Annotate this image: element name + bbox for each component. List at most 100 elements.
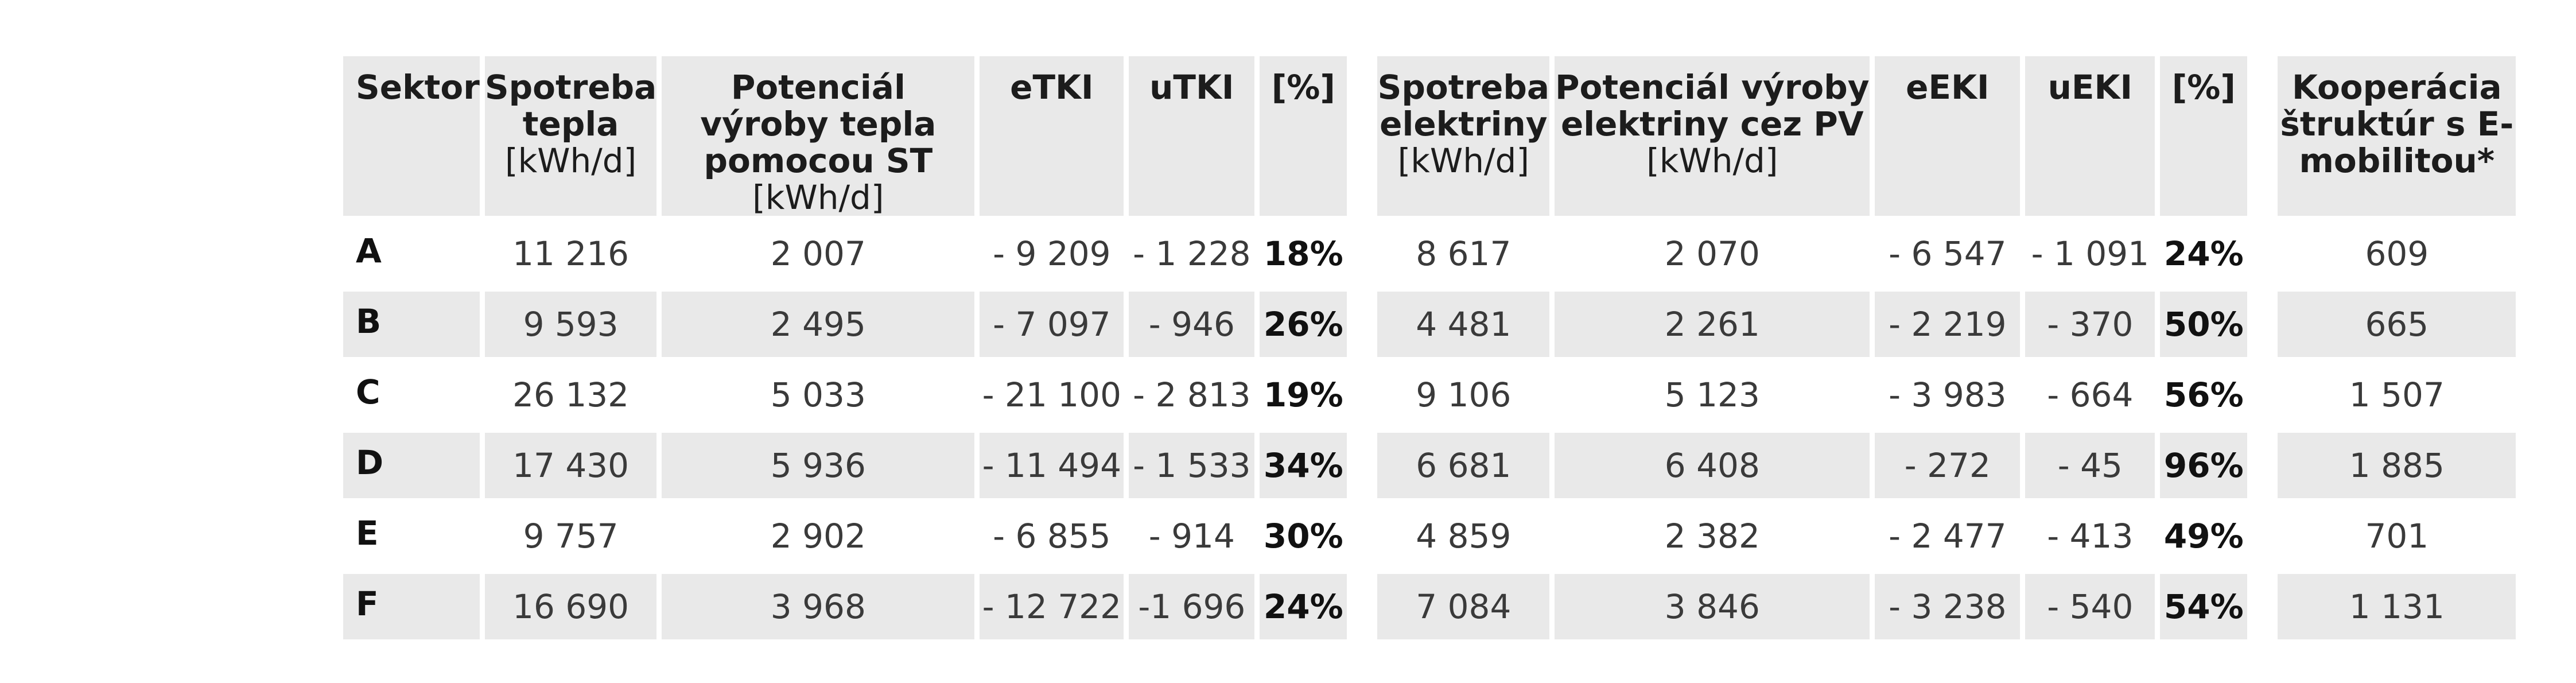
cell-pct-heat: 30% <box>1263 517 1343 556</box>
cell-kooperacia: 1 885 <box>2278 433 2516 498</box>
cell-sektor: E <box>356 514 379 553</box>
cell-sektor: F <box>343 574 480 639</box>
header-utki: uTKI <box>1129 56 1255 216</box>
cell-kooperacia: 1 131 <box>2278 574 2516 639</box>
cell-utki: - 1 228 <box>1133 234 1251 273</box>
header-sektor: Sektor <box>343 56 480 216</box>
column-gap <box>1352 574 1372 639</box>
cell-sektor: A <box>356 231 382 270</box>
column-gap <box>2252 574 2272 639</box>
cell-kooperacia: 609 <box>2365 234 2429 273</box>
column-gap <box>1352 56 1372 216</box>
cell-potencial-st: 5 033 <box>770 375 866 414</box>
cell-ueki: - 540 <box>2025 574 2155 639</box>
cell-pct-heat: 26% <box>1260 292 1347 357</box>
cell-pct-electricity: 49% <box>2163 517 2244 556</box>
column-gap <box>1352 433 1372 498</box>
cell-eeki: - 272 <box>1875 433 2021 498</box>
cell-eeki: - 3 238 <box>1875 574 2021 639</box>
cell-spotreba-elektriny: 4 481 <box>1377 292 1550 357</box>
column-gap <box>2252 56 2272 216</box>
header-etki: eTKI <box>980 56 1124 216</box>
cell-pct-electricity: 54% <box>2160 574 2248 639</box>
header-spotreba-elektriny: Spotreba elektriny [kWh/d] <box>1377 56 1550 216</box>
cell-spotreba-elektriny: 4 859 <box>1416 517 1512 556</box>
cell-ueki: - 45 <box>2025 433 2155 498</box>
header-potencial-st: Potenciál výroby tepla pomocou ST [kWh/d… <box>662 56 975 216</box>
cell-spotreba-elektriny: 9 106 <box>1416 375 1512 414</box>
cell-sektor: C <box>356 372 380 412</box>
column-gap <box>2252 433 2272 498</box>
cell-potencial-pv: 3 846 <box>1555 574 1870 639</box>
cell-potencial-st: 2 007 <box>770 234 866 273</box>
cell-pct-heat: 24% <box>1260 574 1347 639</box>
cell-utki: - 2 813 <box>1133 375 1251 414</box>
cell-etki: - 11 494 <box>980 433 1124 498</box>
cell-etki: - 9 209 <box>993 234 1111 273</box>
table-row: F 16 690 3 968- 12 722 -1 696 24% 7 084 3 846-… <box>343 574 2516 639</box>
column-gap <box>2252 503 2272 569</box>
cell-potencial-st: 2 902 <box>770 517 866 556</box>
cell-pct-electricity: 96% <box>2160 433 2248 498</box>
cell-ueki: - 1 091 <box>2031 234 2150 273</box>
cell-etki: - 6 855 <box>993 517 1111 556</box>
header-row: Sektor Spotreba tepla [kWh/d] Potenciál … <box>343 56 2516 216</box>
cell-etki: - 7 097 <box>980 292 1124 357</box>
column-gap <box>1352 221 1372 286</box>
cell-ueki: - 413 <box>2047 517 2134 556</box>
cell-spotreba-tepla: 26 132 <box>512 375 630 414</box>
cell-pct-heat: 34% <box>1260 433 1347 498</box>
cell-ueki: - 370 <box>2025 292 2155 357</box>
cell-kooperacia: 1 507 <box>2349 375 2445 414</box>
cell-utki: - 914 <box>1148 517 1235 556</box>
cell-kooperacia: 701 <box>2365 517 2429 556</box>
cell-spotreba-tepla: 16 690 <box>484 574 657 639</box>
cell-eeki: - 2 219 <box>1875 292 2021 357</box>
table-row: A 11 216 2 007 - 9 209 - 1 228 18% 8 617 2 070 -… <box>343 221 2516 286</box>
column-gap <box>2252 221 2272 286</box>
table-row: D 17 430 5 936- 11 494- 1 533 34% 6 681 6 408… <box>343 433 2516 498</box>
cell-potencial-st: 5 936 <box>662 433 975 498</box>
cell-pct-electricity: 56% <box>2163 375 2244 414</box>
header-spotreba-tepla: Spotreba tepla [kWh/d] <box>484 56 657 216</box>
column-gap <box>1352 292 1372 357</box>
cell-etki: - 12 722 <box>980 574 1124 639</box>
cell-eeki: - 6 547 <box>1889 234 2007 273</box>
cell-potencial-pv: 5 123 <box>1664 375 1760 414</box>
cell-spotreba-elektriny: 7 084 <box>1377 574 1550 639</box>
cell-potencial-pv: 2 261 <box>1555 292 1870 357</box>
cell-spotreba-tepla: 9 757 <box>523 517 619 556</box>
column-gap <box>1352 503 1372 569</box>
header-pct-heat: [%] <box>1260 56 1347 216</box>
cell-utki: - 1 533 <box>1129 433 1255 498</box>
cell-pct-heat: 19% <box>1263 375 1343 414</box>
cell-sektor: D <box>343 433 480 498</box>
cell-potencial-st: 3 968 <box>662 574 975 639</box>
cell-potencial-pv: 6 408 <box>1555 433 1870 498</box>
cell-utki: - 946 <box>1129 292 1255 357</box>
header-eeki: eEKI <box>1875 56 2021 216</box>
cell-potencial-pv: 2 070 <box>1664 234 1760 273</box>
column-gap <box>2252 292 2272 357</box>
cell-utki: -1 696 <box>1129 574 1255 639</box>
cell-pct-heat: 18% <box>1263 234 1343 273</box>
cell-spotreba-tepla: 17 430 <box>484 433 657 498</box>
cell-etki: - 21 100 <box>982 375 1121 414</box>
cell-eeki: - 2 477 <box>1889 517 2007 556</box>
cell-sektor: B <box>343 292 480 357</box>
cell-potencial-pv: 2 382 <box>1664 517 1760 556</box>
cell-potencial-st: 2 495 <box>662 292 975 357</box>
cell-spotreba-tepla: 9 593 <box>484 292 657 357</box>
energy-sector-table: Sektor Spotreba tepla [kWh/d] Potenciál … <box>338 51 2521 645</box>
cell-spotreba-elektriny: 8 617 <box>1416 234 1512 273</box>
cell-kooperacia: 665 <box>2278 292 2516 357</box>
header-kooperacia: Kooperácia štruktúr s E-mobilitou* <box>2278 56 2516 216</box>
cell-ueki: - 664 <box>2047 375 2134 414</box>
column-gap <box>1352 362 1372 428</box>
header-potencial-pv: Potenciál výroby elektriny cez PV [kWh/d… <box>1555 56 1870 216</box>
cell-spotreba-tepla: 11 216 <box>512 234 630 273</box>
cell-pct-electricity: 50% <box>2160 292 2248 357</box>
cell-pct-electricity: 24% <box>2163 234 2244 273</box>
cell-spotreba-elektriny: 6 681 <box>1377 433 1550 498</box>
